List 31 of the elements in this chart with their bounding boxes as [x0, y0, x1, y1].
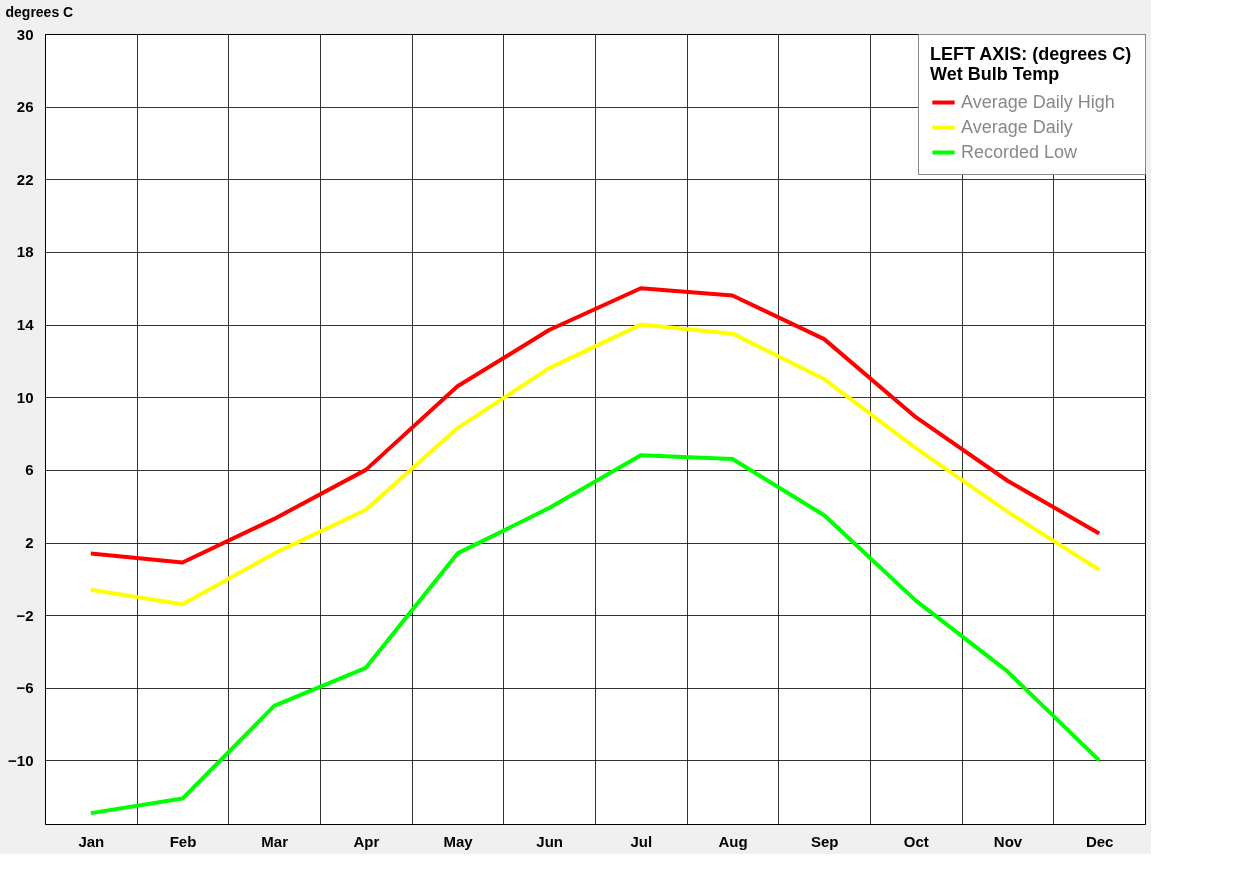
line-series — [88, 322, 1102, 607]
legend-label: Recorded Low — [961, 141, 1079, 162]
legend-label: Average Daily — [961, 116, 1073, 137]
x-tick-label: Aug — [718, 832, 748, 850]
y-tick-label: 10 — [16, 388, 34, 406]
x-tick-label: Mar — [261, 832, 289, 850]
y-tick-label: 22 — [16, 170, 34, 188]
line-series — [88, 286, 1102, 565]
y-tick-label: −6 — [16, 679, 34, 697]
x-tick-label: Apr — [353, 832, 380, 850]
x-tick-label: Oct — [903, 832, 929, 850]
y-tick-label: 14 — [16, 316, 35, 334]
y-tick-label: 18 — [16, 243, 34, 261]
y-tick-label: 6 — [25, 461, 34, 479]
x-tick-label: Dec — [1085, 832, 1114, 850]
y-axis-title: degrees C — [5, 3, 74, 20]
y-tick-label: 2 — [25, 534, 34, 552]
y-tick-label: −10 — [8, 751, 34, 769]
legend-label: Average Daily High — [961, 91, 1115, 112]
x-tick-label: May — [443, 832, 474, 850]
y-tick-label: 30 — [16, 25, 34, 43]
x-tick-label: Sep — [810, 832, 839, 850]
x-tick-label: Jan — [78, 832, 105, 850]
y-tick-label: 26 — [16, 98, 34, 116]
y-tick-label: −2 — [16, 606, 34, 624]
x-tick-label: Nov — [993, 832, 1023, 850]
line-series — [88, 453, 1102, 816]
x-tick-label: Jul — [630, 832, 653, 850]
x-tick-label: Jun — [536, 832, 563, 850]
x-tick-label: Feb — [169, 832, 197, 850]
legend-title: LEFT AXIS: (degrees C) Wet Bulb Temp — [930, 44, 1132, 84]
